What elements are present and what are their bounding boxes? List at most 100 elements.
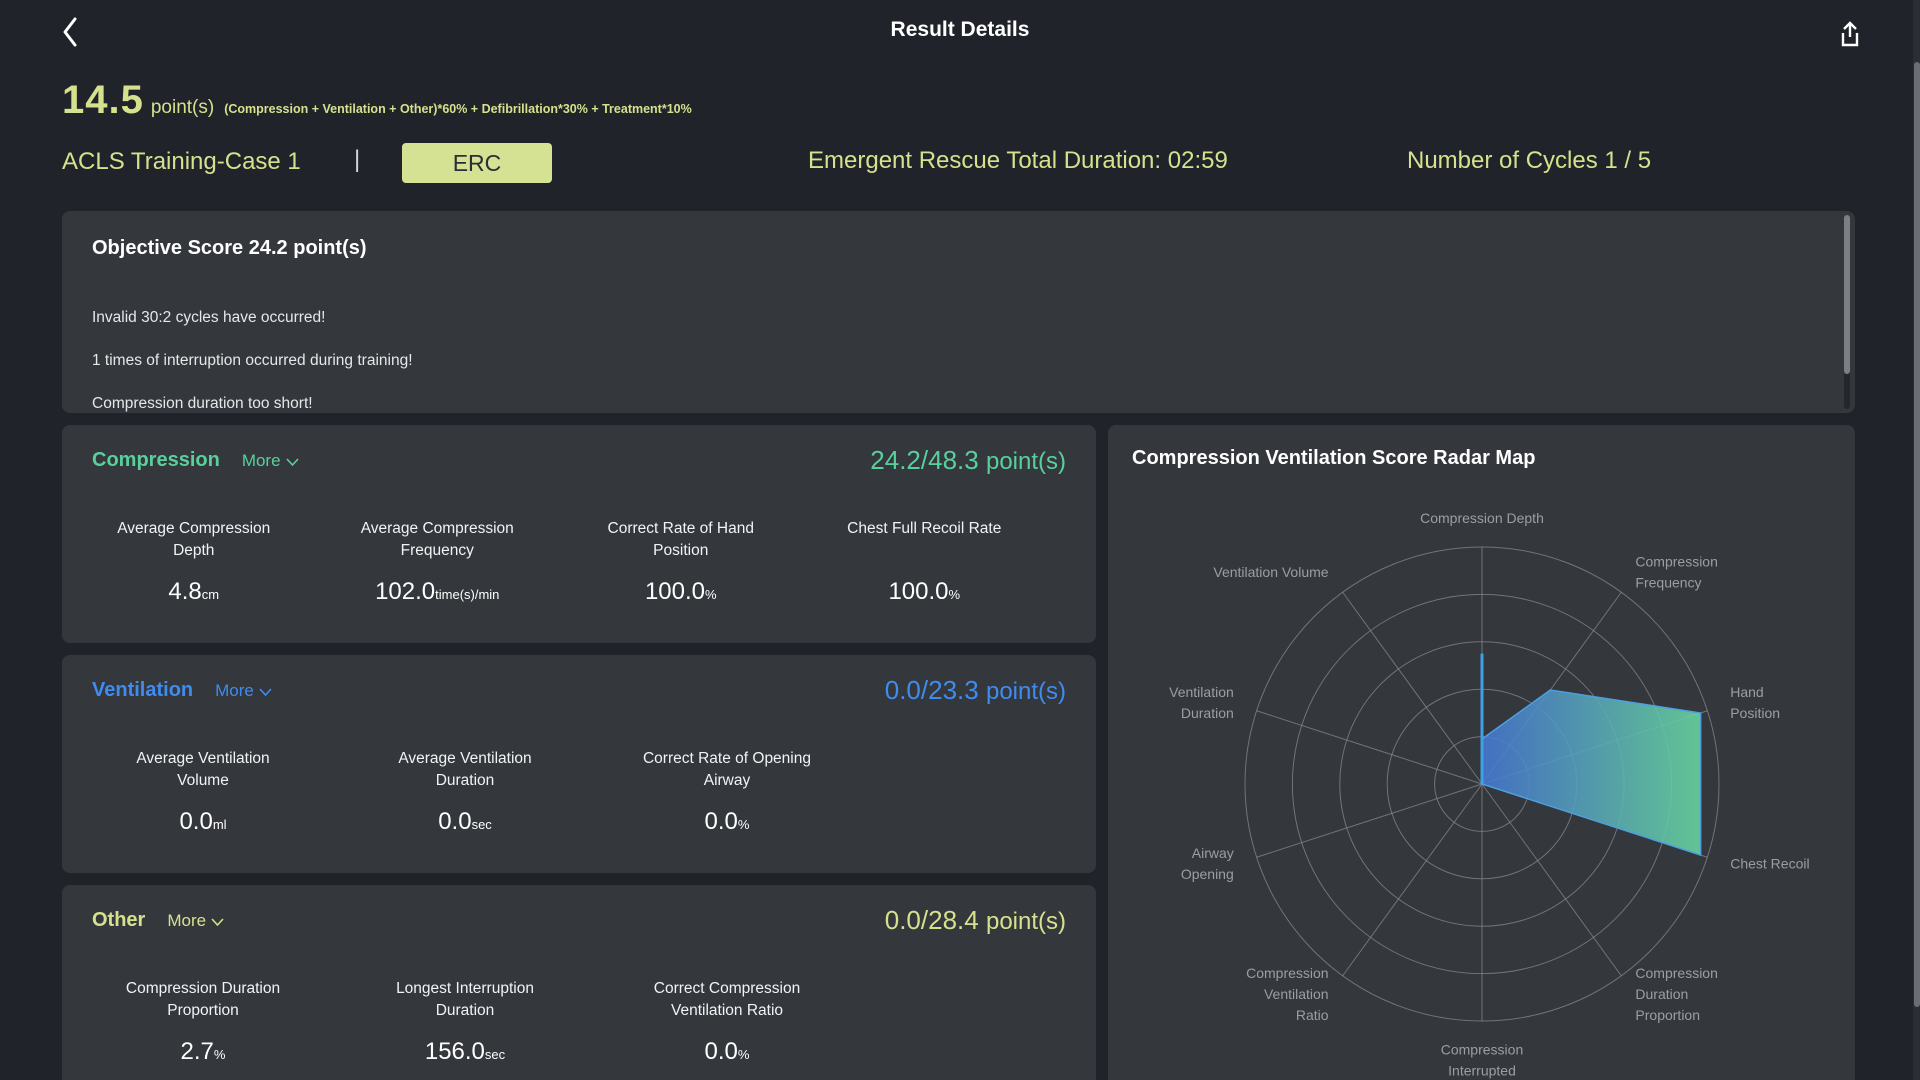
compression-score: 24.2/48.3 point(s) <box>870 445 1066 476</box>
protocol-badge: ERC <box>402 143 552 183</box>
metric-value: 4.8cm <box>168 578 219 606</box>
metric-label: Average Compression Frequency <box>360 520 514 559</box>
metric-number: 0.0 <box>438 808 472 835</box>
compression-metrics: Average Compression Depth 4.8cm Average … <box>92 518 1066 606</box>
other-title: Other <box>92 909 146 931</box>
metric-unit: % <box>705 587 717 602</box>
score-slash: / <box>920 675 929 705</box>
score-max: 28.4 <box>928 905 979 935</box>
metric-unit: sec <box>471 817 492 832</box>
metric-item: Correct Rate of Opening Airway 0.0% <box>616 748 838 836</box>
metric-label: Compression Duration Proportion <box>125 980 281 1019</box>
metric-value: 0.0sec <box>438 808 492 836</box>
metric-label: Correct Rate of Opening Airway <box>642 750 811 789</box>
metric-number: 0.0 <box>179 808 213 835</box>
metric-number: 102.0 <box>375 578 436 605</box>
metric-item: Average Compression Frequency 102.0time(… <box>336 518 540 606</box>
metric-item: Chest Full Recoil Rate 100.0% <box>823 518 1027 606</box>
metric-item: Correct Compression Ventilation Ratio 0.… <box>616 978 838 1066</box>
metric-unit: cm <box>201 587 220 602</box>
ventilation-panel: Ventilation More 0.0/23.3 point(s) Avera… <box>62 655 1096 873</box>
score-suffix: point(s) <box>985 678 1066 705</box>
other-more-button[interactable]: More <box>167 911 224 931</box>
compression-title: Compression <box>92 449 220 471</box>
svg-text:Chest Recoil: Chest Recoil <box>1730 855 1809 871</box>
metric-value: 102.0time(s)/min <box>375 578 499 606</box>
radar-title: Compression Ventilation Score Radar Map <box>1132 447 1536 469</box>
objective-message: 1 times of interruption occurred during … <box>92 352 413 369</box>
metric-unit: % <box>213 1047 226 1062</box>
ventilation-title: Ventilation <box>92 679 194 701</box>
objective-message: Compression duration too short! <box>92 395 313 412</box>
metric-unit: sec <box>484 1047 506 1062</box>
metric-label: Average Compression Depth <box>117 520 271 559</box>
objective-message: Invalid 30:2 cycles have occurred! <box>92 309 326 326</box>
panel-scrollbar[interactable] <box>1844 215 1850 409</box>
back-button[interactable] <box>62 16 92 48</box>
metric-label: Correct Rate of Hand Position <box>607 520 754 559</box>
window-scrollbar-thumb[interactable] <box>1914 62 1920 1007</box>
metric-number: 0.0 <box>704 808 738 835</box>
metric-item: Correct Rate of Hand Position 100.0% <box>579 518 783 606</box>
svg-text:Compression Depth: Compression Depth <box>1420 510 1544 526</box>
metric-value: 0.0% <box>705 808 750 836</box>
total-score-value: 14.5 <box>62 78 144 122</box>
score-suffix: point(s) <box>985 448 1066 475</box>
metric-label: Correct Compression Ventilation Ratio <box>653 980 801 1019</box>
more-label: More <box>241 450 281 470</box>
ventilation-metrics: Average Ventilation Volume 0.0ml Average… <box>92 748 1066 836</box>
other-metrics: Compression Duration Proportion 2.7% Lon… <box>92 978 1066 1066</box>
window-scrollbar[interactable] <box>1913 0 1920 1080</box>
page-title: Result Details <box>890 18 1030 41</box>
metric-label: Average Ventilation Volume <box>136 750 270 789</box>
objective-score-panel: Objective Score 24.2 point(s) Invalid 30… <box>62 211 1855 413</box>
score-max: 23.3 <box>928 675 979 705</box>
separator: | <box>354 146 361 173</box>
metric-unit: time(s)/min <box>435 587 500 602</box>
total-score-unit: point(s) <box>150 97 215 118</box>
session-info-row: ACLS Training-Case 1 | ERC Emergent Resc… <box>0 140 1920 186</box>
svg-text:Ventilation Volume: Ventilation Volume <box>1213 564 1328 580</box>
metric-value: 100.0% <box>888 578 960 606</box>
chevron-down-icon <box>285 457 299 466</box>
metric-item: Longest Interruption Duration 156.0sec <box>354 978 576 1066</box>
ventilation-more-button[interactable]: More <box>215 681 272 701</box>
score-earned: 0.0 <box>884 905 921 935</box>
score-earned: 24.2 <box>870 445 921 475</box>
other-score: 0.0/28.4 point(s) <box>885 905 1066 936</box>
share-export-icon <box>1841 21 1859 47</box>
other-panel: Other More 0.0/28.4 point(s) Compression… <box>62 885 1096 1080</box>
radar-panel: Compression Depth Compression Frequency Han… <box>1108 425 1855 1080</box>
metric-value: 100.0% <box>645 578 717 606</box>
score-max: 48.3 <box>928 445 979 475</box>
score-suffix: point(s) <box>985 908 1066 935</box>
radar-chart: Compression Depth Compression Frequency Han… <box>1169 510 1809 1079</box>
compression-more-button[interactable]: More <box>242 451 299 471</box>
metric-unit: % <box>737 817 750 832</box>
metric-number: 2.7 <box>180 1038 214 1065</box>
chevron-left-icon <box>63 17 77 47</box>
compression-header: Compression More 24.2/48.3 point(s) <box>92 445 1066 476</box>
metric-number: 100.0 <box>644 578 705 605</box>
metric-label: Chest Full Recoil Rate <box>847 520 1002 537</box>
metric-value: 0.0% <box>705 1038 750 1066</box>
metric-unit: % <box>948 587 961 602</box>
panel-scrollbar-thumb[interactable] <box>1844 215 1850 375</box>
cycles-label: Number of Cycles 1 / 5 <box>1407 147 1652 174</box>
score-earned: 0.0 <box>884 675 921 705</box>
total-score-row: 14.5 point(s) (Compression + Ventilation… <box>62 78 692 123</box>
metric-unit: % <box>737 1047 750 1062</box>
metric-number: 4.8 <box>168 578 202 605</box>
score-formula: (Compression + Ventilation + Other)*60% … <box>224 102 692 116</box>
share-button[interactable] <box>1834 20 1864 50</box>
metric-value: 2.7% <box>181 1038 226 1066</box>
ventilation-score: 0.0/23.3 point(s) <box>885 675 1066 706</box>
metric-label: Longest Interruption Duration <box>396 980 534 1019</box>
metric-value: 0.0ml <box>179 808 226 836</box>
